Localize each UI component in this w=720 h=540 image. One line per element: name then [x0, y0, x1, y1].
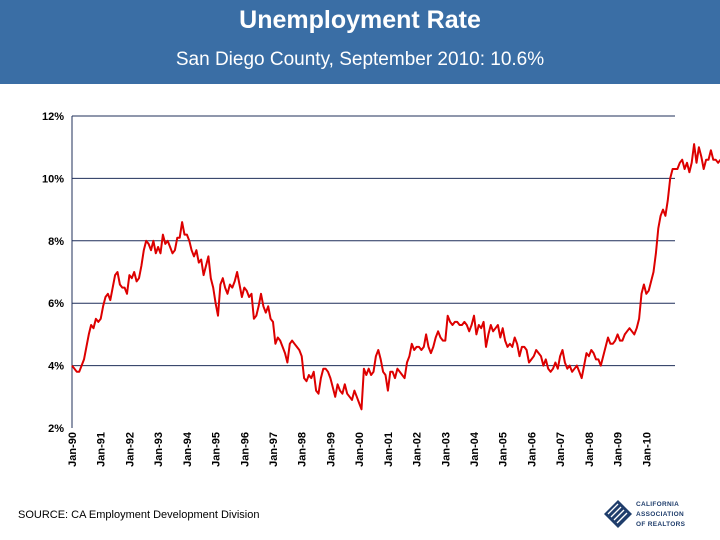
x-tick-label: Jan-94: [182, 431, 194, 467]
y-tick-label: 12%: [42, 111, 64, 123]
logo-line-1: CALIFORNIA: [636, 501, 679, 508]
source-note: SOURCE: CA Employment Development Divisi…: [18, 509, 260, 521]
grid-lines: [71, 115, 675, 428]
x-tick-label: Jan-02: [412, 432, 424, 467]
x-tick-label: Jan-01: [383, 432, 395, 467]
x-tick-label: Jan-95: [211, 432, 223, 467]
chart-title: Unemployment Rate: [239, 6, 481, 34]
x-tick-label: Jan-93: [153, 432, 165, 467]
x-tick-label: Jan-92: [124, 432, 136, 467]
x-tick-label: Jan-06: [526, 432, 538, 467]
series-line: [71, 143, 720, 411]
y-tick-label: 6%: [48, 298, 64, 310]
car-logo-mark: [604, 500, 632, 528]
y-tick-label: 2%: [48, 423, 64, 435]
x-axis-labels: Jan-90 Jan-91 Jan-92 Jan-93 Jan-94 Jan-95 Jan-…: [67, 431, 653, 467]
y-tick-label: 10%: [42, 173, 64, 185]
x-tick-label: Jan-09: [613, 432, 625, 467]
logo-line-2: ASSOCIATION: [636, 511, 684, 518]
y-axis-labels: 2% 4% 6% 8% 10% 12%: [42, 111, 64, 435]
x-tick-label: Jan-10: [641, 432, 653, 467]
chart-subtitle: San Diego County, September 2010: 10.6%: [175, 49, 545, 70]
x-tick-label: Jan-91: [96, 432, 108, 467]
header-banner: Unemployment Rate San Diego County, Sept…: [0, 0, 720, 84]
series-layer: [71, 143, 720, 411]
x-tick-label: Jan-96: [239, 432, 251, 467]
x-tick-label: Jan-97: [268, 432, 280, 467]
y-tick-label: 8%: [48, 236, 64, 248]
x-tick-label: Jan-98: [297, 432, 309, 467]
logo-line-3: OF REALTORS: [636, 521, 686, 528]
x-tick-label: Jan-04: [469, 431, 481, 467]
x-tick-label: Jan-05: [498, 432, 510, 467]
x-tick-label: Jan-08: [584, 432, 596, 467]
x-tick-label: Jan-07: [555, 432, 567, 467]
car-logo: CALIFORNIA ASSOCIATION OF REALTORS: [604, 500, 686, 528]
x-tick-label: Jan-00: [354, 432, 366, 467]
x-tick-label: Jan-99: [325, 432, 337, 467]
x-tick-label: Jan-03: [440, 432, 452, 467]
line-chart: 2%4%6%8%10%12% Jan-90 Jan-91 Jan-92 Jan-93 J…: [42, 111, 720, 467]
x-tick-label: Jan-90: [67, 432, 79, 467]
y-tick-label: 4%: [48, 361, 64, 373]
